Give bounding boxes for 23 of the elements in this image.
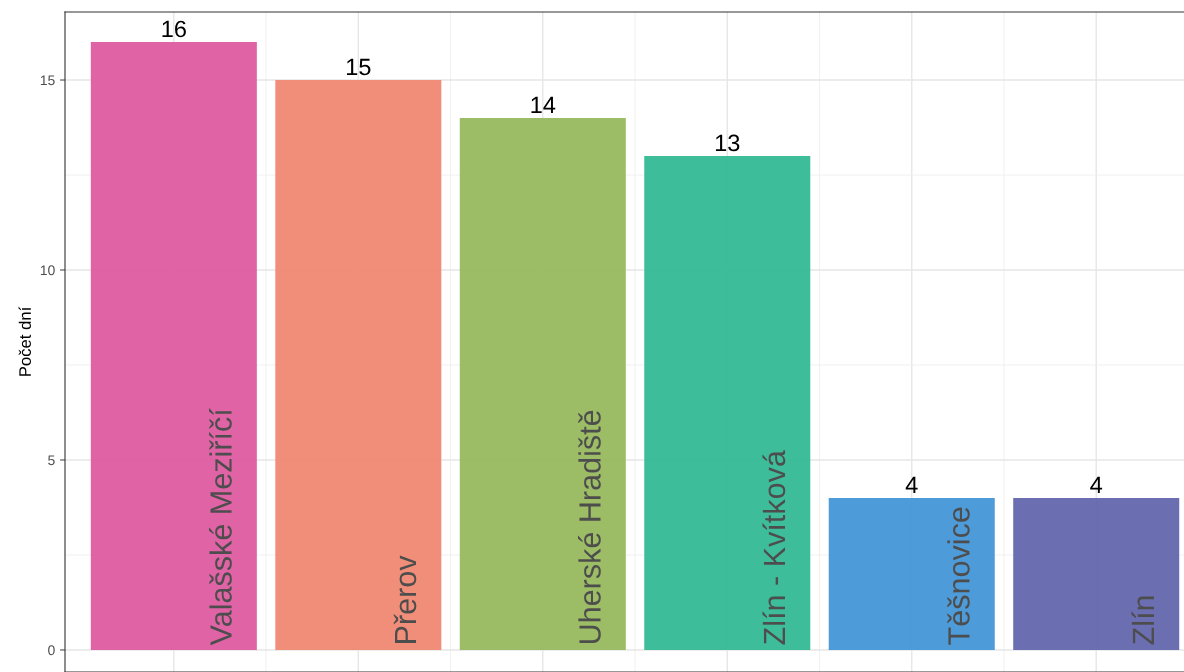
x-tick-label: Uherské Hradiště xyxy=(578,410,601,644)
bar xyxy=(459,118,626,650)
data-label: 15 xyxy=(346,58,371,76)
bar xyxy=(1013,497,1180,650)
x-tick-label: Valašské Meziříčí xyxy=(209,408,232,646)
data-label: 16 xyxy=(162,20,186,38)
data-label: 4 xyxy=(1090,476,1103,494)
x-tick-label: Zlín - Kvítková xyxy=(762,450,786,645)
bar xyxy=(90,42,257,650)
data-label: 14 xyxy=(531,96,556,114)
y-tick-label: 10 xyxy=(40,265,55,276)
x-tick-label: Těšnovice xyxy=(947,507,970,645)
x-tick-label: Přerov xyxy=(393,555,417,643)
data-label: 4 xyxy=(905,476,918,494)
bar xyxy=(828,497,995,650)
x-tick-label: Zlín xyxy=(1131,596,1154,645)
y-axis-title: Počet dní xyxy=(18,306,31,376)
y-tick-label: 5 xyxy=(48,455,55,466)
y-tick-label: 0 xyxy=(48,645,55,656)
bar xyxy=(275,80,442,650)
bar xyxy=(644,156,811,650)
data-label: 13 xyxy=(715,134,740,152)
y-tick-label: 15 xyxy=(40,75,55,86)
